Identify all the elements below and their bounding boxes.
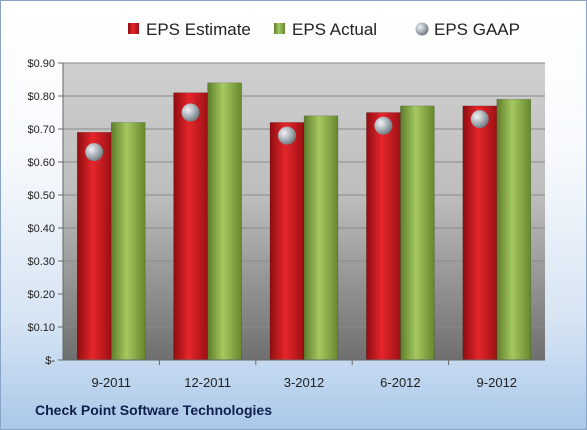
x-tick-label: 3-2012	[284, 375, 324, 390]
eps-estimate-legend-swatch	[128, 23, 139, 34]
y-tick-label: $0.60	[27, 157, 55, 169]
y-tick-label: $0.20	[27, 289, 55, 301]
eps-estimate-bar	[462, 105, 498, 361]
eps-actual-bar	[303, 115, 339, 361]
x-tick-label: 9-2012	[477, 375, 517, 390]
eps-gaap-marker	[374, 116, 393, 135]
eps-estimate-bar	[76, 132, 112, 361]
eps-actual-bar	[110, 122, 146, 361]
y-tick-label: $0.80	[27, 91, 55, 103]
eps-gaap-marker	[181, 103, 200, 122]
eps-gaap-marker	[85, 143, 104, 162]
y-tick-label: $0.90	[27, 58, 55, 70]
eps-gaap-legend-label: EPS GAAP	[434, 20, 520, 39]
eps-gaap-legend-swatch	[415, 22, 429, 36]
x-tick-label: 12-2011	[184, 375, 231, 390]
y-tick-label: $-	[45, 355, 55, 367]
y-tick-label: $0.30	[27, 256, 55, 268]
y-tick-label: $0.70	[27, 124, 55, 136]
eps-actual-bar	[400, 105, 435, 361]
x-tick-label: 9-2011	[91, 375, 131, 390]
eps-actual-legend-label: EPS Actual	[292, 20, 377, 39]
eps-actual-bar	[496, 99, 532, 361]
y-tick-label: $0.10	[27, 322, 55, 334]
eps-estimate-bar	[173, 92, 208, 361]
eps-estimate-bar	[366, 112, 401, 361]
company-name: Check Point Software Technologies	[35, 402, 273, 418]
eps-actual-legend-swatch	[274, 23, 285, 34]
x-tick-label: 6-2012	[380, 375, 420, 390]
y-tick-label: $0.40	[27, 223, 55, 235]
eps-actual-bar	[207, 82, 242, 361]
eps-gaap-marker	[470, 110, 489, 129]
eps-estimate-bar	[269, 122, 305, 361]
y-tick-label: $0.50	[27, 190, 55, 202]
eps-estimate-legend-label: EPS Estimate	[146, 20, 251, 39]
eps-gaap-marker	[278, 126, 296, 145]
